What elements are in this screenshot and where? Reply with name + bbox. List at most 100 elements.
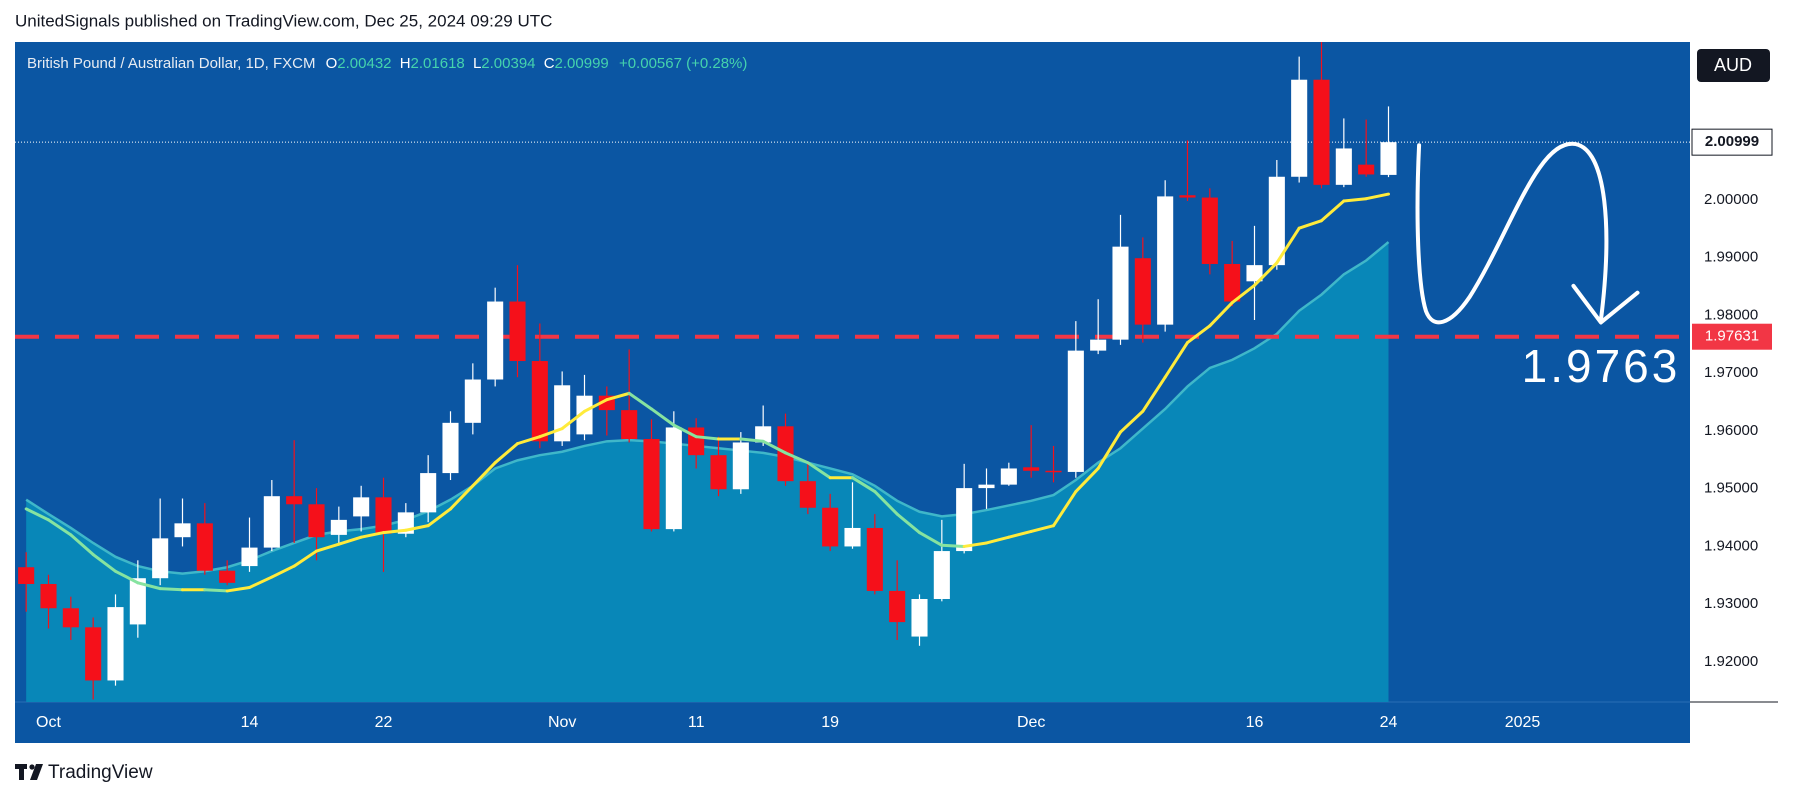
footer-logo: [15, 764, 43, 780]
ma-line: [1320, 199, 1346, 223]
ma-line: [918, 531, 944, 547]
ma-line: [560, 409, 586, 431]
candle-body: [1380, 142, 1397, 175]
candle-body: [241, 547, 258, 567]
logo-part: [29, 764, 35, 770]
candle-body: [509, 301, 526, 362]
plot: [15, 42, 1690, 702]
ma-line: [426, 507, 452, 528]
y-tick-label: 1.98000: [1704, 306, 1758, 323]
ma-line: [1119, 409, 1145, 434]
ma-area: [26, 242, 1389, 702]
candle-body: [1246, 265, 1263, 282]
legend: British Pound / Australian Dollar, 1D, F…: [27, 55, 747, 72]
candle-body: [40, 583, 57, 609]
ma-line: [1007, 529, 1033, 539]
level-label: 1.97631: [1705, 328, 1759, 345]
logo-part: [30, 764, 43, 780]
ma-line: [1297, 219, 1323, 230]
candle-body: [1023, 467, 1040, 471]
ma-line: [292, 549, 318, 568]
ma-line: [650, 407, 676, 427]
ma-line: [493, 442, 519, 465]
legend-l: L: [473, 55, 481, 72]
ma-line: [985, 535, 1011, 545]
ma-line: [337, 535, 363, 546]
candle-body: [665, 427, 682, 530]
candle-body: [1045, 470, 1062, 473]
ma-line: [471, 461, 497, 488]
ma-line: [605, 391, 631, 402]
legend-h: H: [400, 55, 411, 72]
axes: 1.92000 1.93000 1.94000 1.95000 1.96000 1.970…: [36, 128, 1773, 731]
candle-body: [1157, 196, 1174, 325]
candle-body: [1268, 176, 1285, 266]
x-tick-label: Nov: [548, 714, 576, 731]
ma-line: [1029, 524, 1055, 533]
ma-line: [1186, 324, 1212, 345]
x-tick-label: Dec: [1017, 714, 1045, 731]
candle-body: [174, 523, 191, 538]
ma-line: [583, 398, 609, 413]
candle-body: [107, 607, 124, 681]
ma-line: [672, 423, 698, 439]
ma-line: [359, 531, 385, 539]
ma-line: [1230, 283, 1256, 305]
x-tick-label: 16: [1246, 714, 1264, 731]
candle-body: [308, 504, 325, 538]
candle-body: [531, 361, 548, 442]
ma-line: [1364, 192, 1390, 201]
x-tick-label: 2025: [1505, 714, 1541, 731]
legend-title: British Pound / Australian Dollar, 1D, F…: [27, 55, 315, 72]
x-tick-label: 22: [375, 714, 393, 731]
candle-body: [978, 484, 995, 489]
candle-body: [621, 410, 638, 440]
x-tick-label: 14: [241, 714, 259, 731]
arrow-curve: [1415, 142, 1609, 325]
last-price-box: [1691, 128, 1773, 156]
ma-line: [627, 391, 653, 411]
legend-c: C: [544, 55, 555, 72]
candle-body: [643, 439, 660, 530]
legend-close: 2.00999: [555, 55, 609, 72]
candle-body: [219, 570, 236, 583]
ma-line: [851, 476, 877, 494]
arrow-head: [1571, 283, 1640, 325]
y-tick-label: 1.94000: [1704, 537, 1758, 554]
y-tick-label: 2.00000: [1704, 191, 1758, 208]
ma-line: [1163, 341, 1189, 379]
ma-line: [270, 564, 296, 579]
legend-change: +0.00567 (+0.28%): [619, 55, 747, 72]
ma-line: [873, 490, 899, 516]
ma-line: [761, 439, 787, 455]
candle-body: [62, 608, 79, 628]
ma-line: [1052, 490, 1078, 528]
y-tick-label: 1.95000: [1704, 480, 1758, 497]
ma-line: [203, 588, 229, 593]
ma-line: [91, 553, 117, 573]
level-box: [1692, 323, 1772, 350]
legend-open: 2.00432: [337, 55, 391, 72]
candle-body: [956, 488, 973, 552]
ma-line: [538, 427, 564, 439]
candle-body: [1313, 79, 1330, 185]
candle-body: [844, 527, 861, 547]
candle-body: [196, 523, 213, 571]
candle-body: [1291, 79, 1308, 177]
candle-body: [866, 527, 883, 591]
ma-line: [962, 541, 988, 548]
candle-body: [1335, 148, 1352, 185]
footer-brand: TradingView: [48, 762, 153, 783]
candle-body: [822, 507, 839, 547]
ma-line: [158, 587, 184, 592]
y-tick-label: 1.96000: [1704, 422, 1758, 439]
candle-body: [1201, 197, 1218, 264]
ma-line: [136, 581, 162, 591]
y-tick-label: 1.97000: [1704, 364, 1758, 381]
legend-o: O: [326, 55, 338, 72]
candle-body: [375, 497, 392, 534]
ma-line: [404, 524, 430, 532]
candle-body: [688, 427, 705, 456]
candle-body: [353, 497, 370, 517]
candle-body: [1067, 350, 1084, 472]
